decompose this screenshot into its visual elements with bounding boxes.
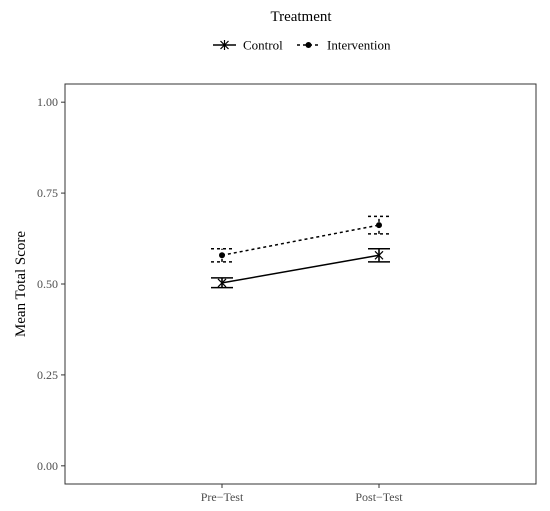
plot-panel [64, 83, 537, 485]
x-tick-label-0: Pre−Test [201, 490, 244, 504]
legend-label-intervention: Intervention [327, 38, 391, 53]
legend-label-control: Control [243, 38, 283, 53]
y-tick-label-1: 0.25 [37, 368, 58, 382]
legend: Control Intervention [213, 38, 391, 53]
series-layer [211, 215, 390, 289]
series-line-control [221, 254, 380, 284]
legend-item-intervention: Intervention [297, 38, 391, 53]
x-axis: Pre−Test Post−Test [201, 484, 403, 504]
y-tick-label-4: 1.00 [37, 95, 58, 109]
point-intervention-0 [219, 252, 225, 259]
y-tick-label-2: 0.50 [37, 277, 58, 291]
point-intervention-1 [376, 222, 382, 229]
series-intervention [211, 215, 390, 263]
y-axis: 0.00 0.25 0.50 0.75 1.00 [37, 95, 65, 473]
legend-marker-intervention [305, 42, 312, 48]
point-control-0 [217, 277, 227, 288]
series-control [211, 247, 390, 289]
y-tick-label-3: 0.75 [37, 186, 58, 200]
y-axis-title: Mean Total Score [13, 231, 29, 337]
legend-item-control: Control [213, 38, 283, 53]
legend-marker-control [220, 40, 229, 50]
x-tick-label-1: Post−Test [355, 490, 403, 504]
y-tick-label-0: 0.00 [37, 459, 58, 473]
point-control-1 [374, 250, 384, 261]
legend-title: Treatment [270, 9, 332, 25]
series-line-intervention [221, 224, 380, 257]
